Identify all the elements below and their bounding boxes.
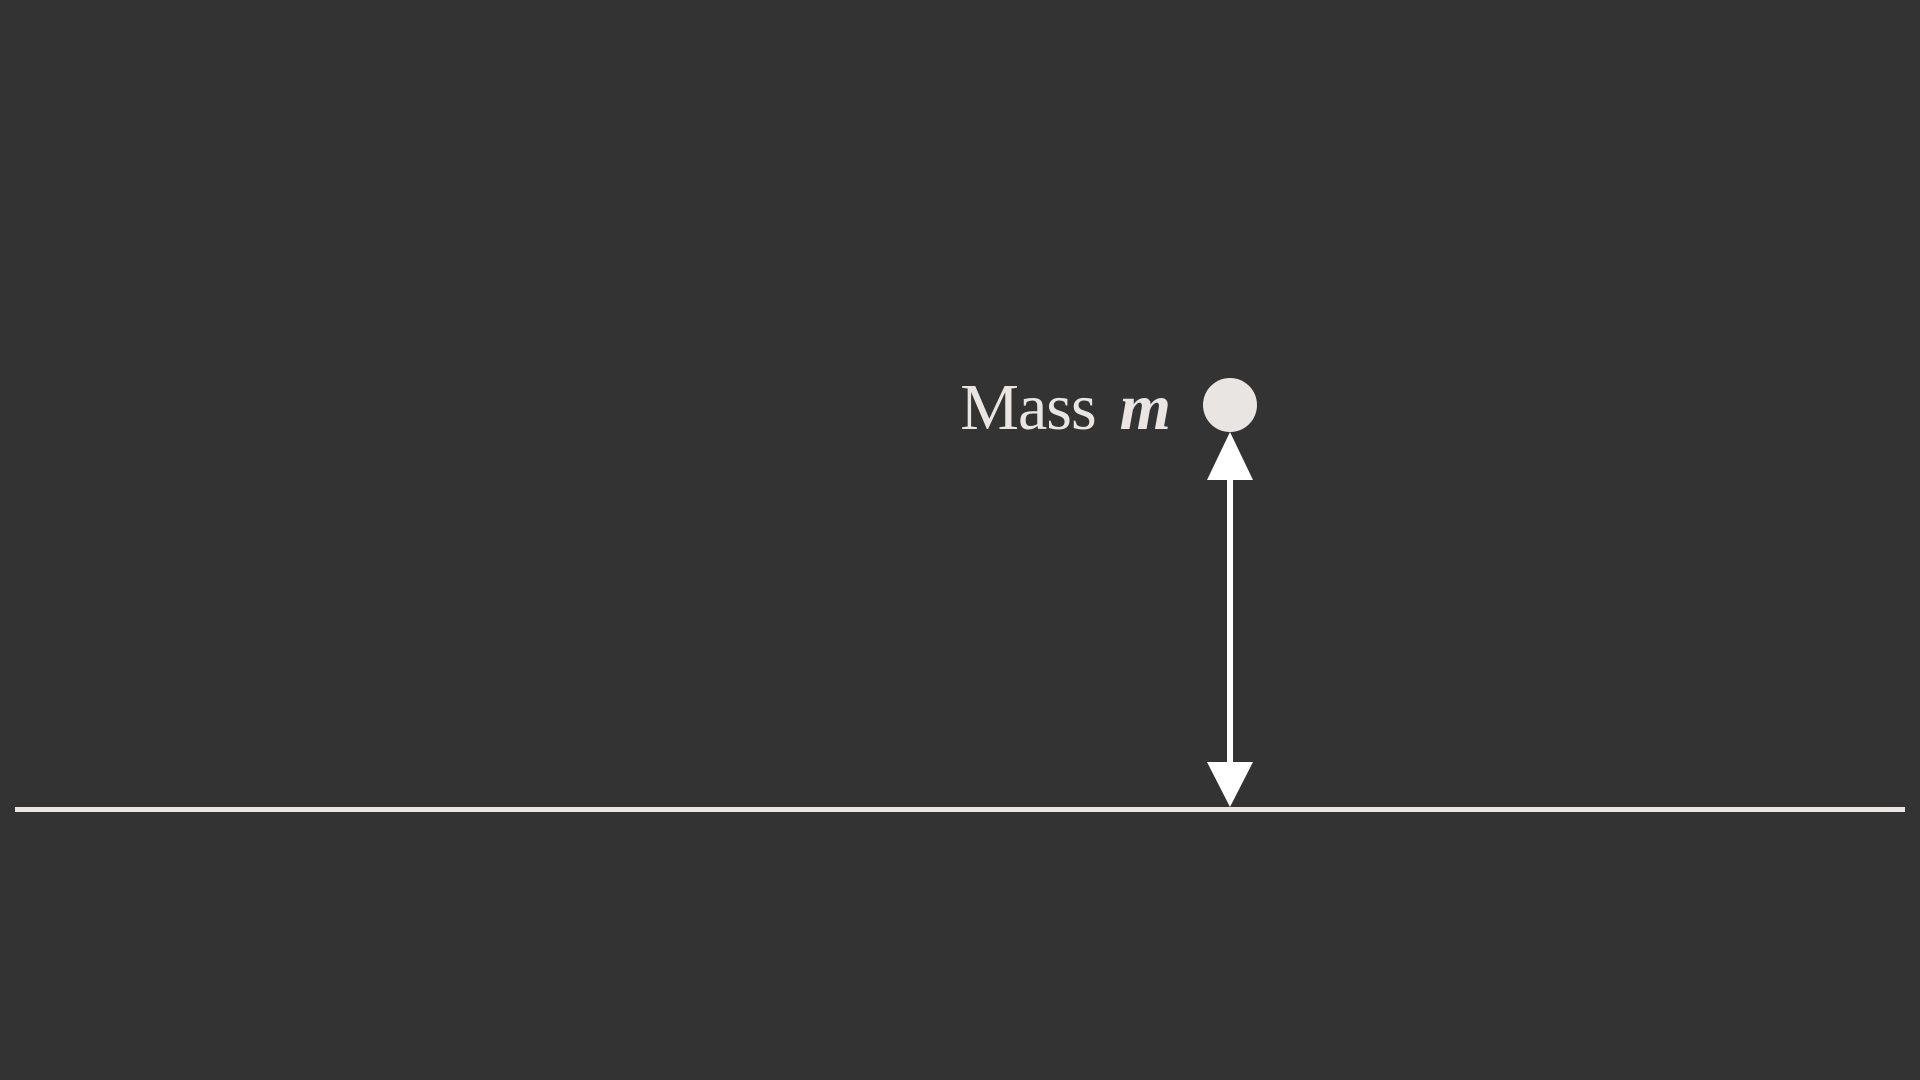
mass-label-symbol: m — [1119, 371, 1171, 444]
mass-label-word: Mass — [960, 371, 1096, 444]
mass-label: Mass m — [960, 362, 1171, 452]
mass-point — [1203, 378, 1257, 432]
height-arrow-head-down — [1207, 762, 1253, 807]
height-arrow-head-up — [1207, 432, 1253, 480]
